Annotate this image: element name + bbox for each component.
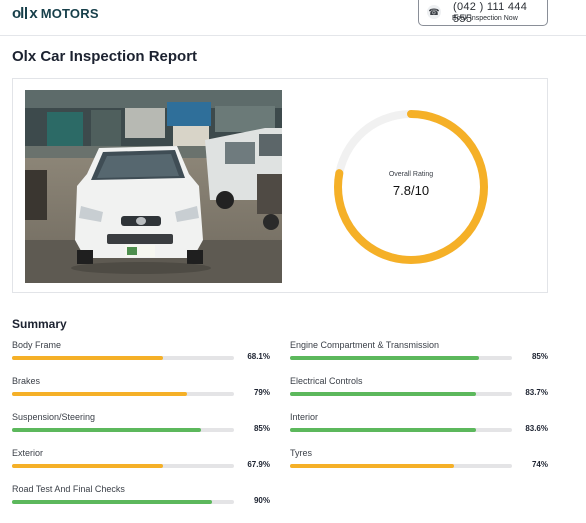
metric-name: Interior	[290, 412, 319, 422]
metric-name: Electrical Controls	[290, 376, 363, 386]
inspection-overview-card: Overall Rating 7.8/10	[12, 78, 548, 293]
metric-bar-fill	[12, 464, 163, 468]
metric-bar-track	[12, 392, 234, 396]
top-bar: ol x MOTORS ☎ (042 ) 111 444 555 Book Ins…	[0, 0, 586, 36]
summary-metric: Brakes 79%	[12, 376, 270, 406]
metric-percent: 74%	[531, 460, 548, 469]
metric-bar-fill	[12, 356, 164, 360]
metric-percent: 85%	[531, 352, 548, 361]
olx-motors-logo[interactable]: ol x MOTORS	[12, 4, 99, 22]
phone-number: (042 ) 111 444 555	[453, 1, 528, 25]
metric-bar-track	[12, 356, 234, 360]
metric-name: Body Frame	[12, 340, 62, 350]
metric-percent: 79%	[253, 388, 270, 397]
summary-metric: Engine Compartment & Transmission 85%	[290, 340, 548, 370]
summary-metric: Exterior 67.9%	[12, 448, 270, 478]
metric-name: Suspension/Steering	[12, 412, 96, 422]
metric-bar-track	[290, 428, 512, 432]
metric-bar-fill	[290, 464, 455, 468]
metric-percent: 83.7%	[525, 388, 548, 397]
metric-name: Brakes	[12, 376, 41, 386]
summary-heading: Summary	[12, 317, 67, 331]
metric-bar-track	[290, 356, 512, 360]
metric-bar-track	[290, 464, 512, 468]
metric-percent: 68.1%	[247, 352, 270, 361]
metric-bar-track	[12, 428, 234, 432]
summary-metric: Interior 83.6%	[290, 412, 548, 442]
brand-name: MOTORS	[40, 5, 99, 21]
phone-icon: ☎	[427, 5, 441, 19]
car-photo	[25, 90, 282, 283]
page-title: Olx Car Inspection Report	[12, 48, 198, 65]
summary-metric: Suspension/Steering 85%	[12, 412, 270, 442]
metric-bar-fill	[12, 428, 201, 432]
metric-name: Exterior	[12, 448, 44, 458]
metric-bar-fill	[290, 428, 476, 432]
overall-rating-label: Overall Rating	[388, 171, 434, 178]
metric-bar-track	[12, 464, 234, 468]
metric-name: Tyres	[290, 448, 313, 458]
metric-percent: 83.6%	[525, 424, 548, 433]
metric-percent: 90%	[253, 496, 270, 505]
metric-bar-fill	[12, 500, 212, 504]
metric-percent: 85%	[253, 424, 270, 433]
overall-rating-gauge: Overall Rating 7.8/10	[331, 107, 491, 267]
summary-metric: Electrical Controls 83.7%	[290, 376, 548, 406]
metric-bar-fill	[290, 392, 476, 396]
summary-metric: Road Test And Final Checks 90%	[12, 484, 270, 514]
overall-rating-value: 7.8/10	[392, 183, 430, 198]
gauge-arc	[334, 110, 488, 264]
summary-metric: Body Frame 68.1%	[12, 340, 270, 370]
metric-percent: 67.9%	[247, 460, 270, 469]
book-inspection-button[interactable]: ☎ (042 ) 111 444 555 Book Inspection Now	[418, 0, 548, 26]
metric-bar-fill	[290, 356, 479, 360]
metric-bar-fill	[12, 392, 188, 396]
metric-name: Engine Compartment & Transmission	[290, 340, 440, 350]
metric-name: Road Test And Final Checks	[12, 484, 125, 494]
metric-bar-track	[12, 500, 234, 504]
summary-metric: Tyres 74%	[290, 448, 548, 478]
metric-bar-track	[290, 392, 512, 396]
book-inspection-label: Book Inspection Now	[452, 15, 518, 22]
olx-logo-mark: ol x	[12, 4, 38, 22]
